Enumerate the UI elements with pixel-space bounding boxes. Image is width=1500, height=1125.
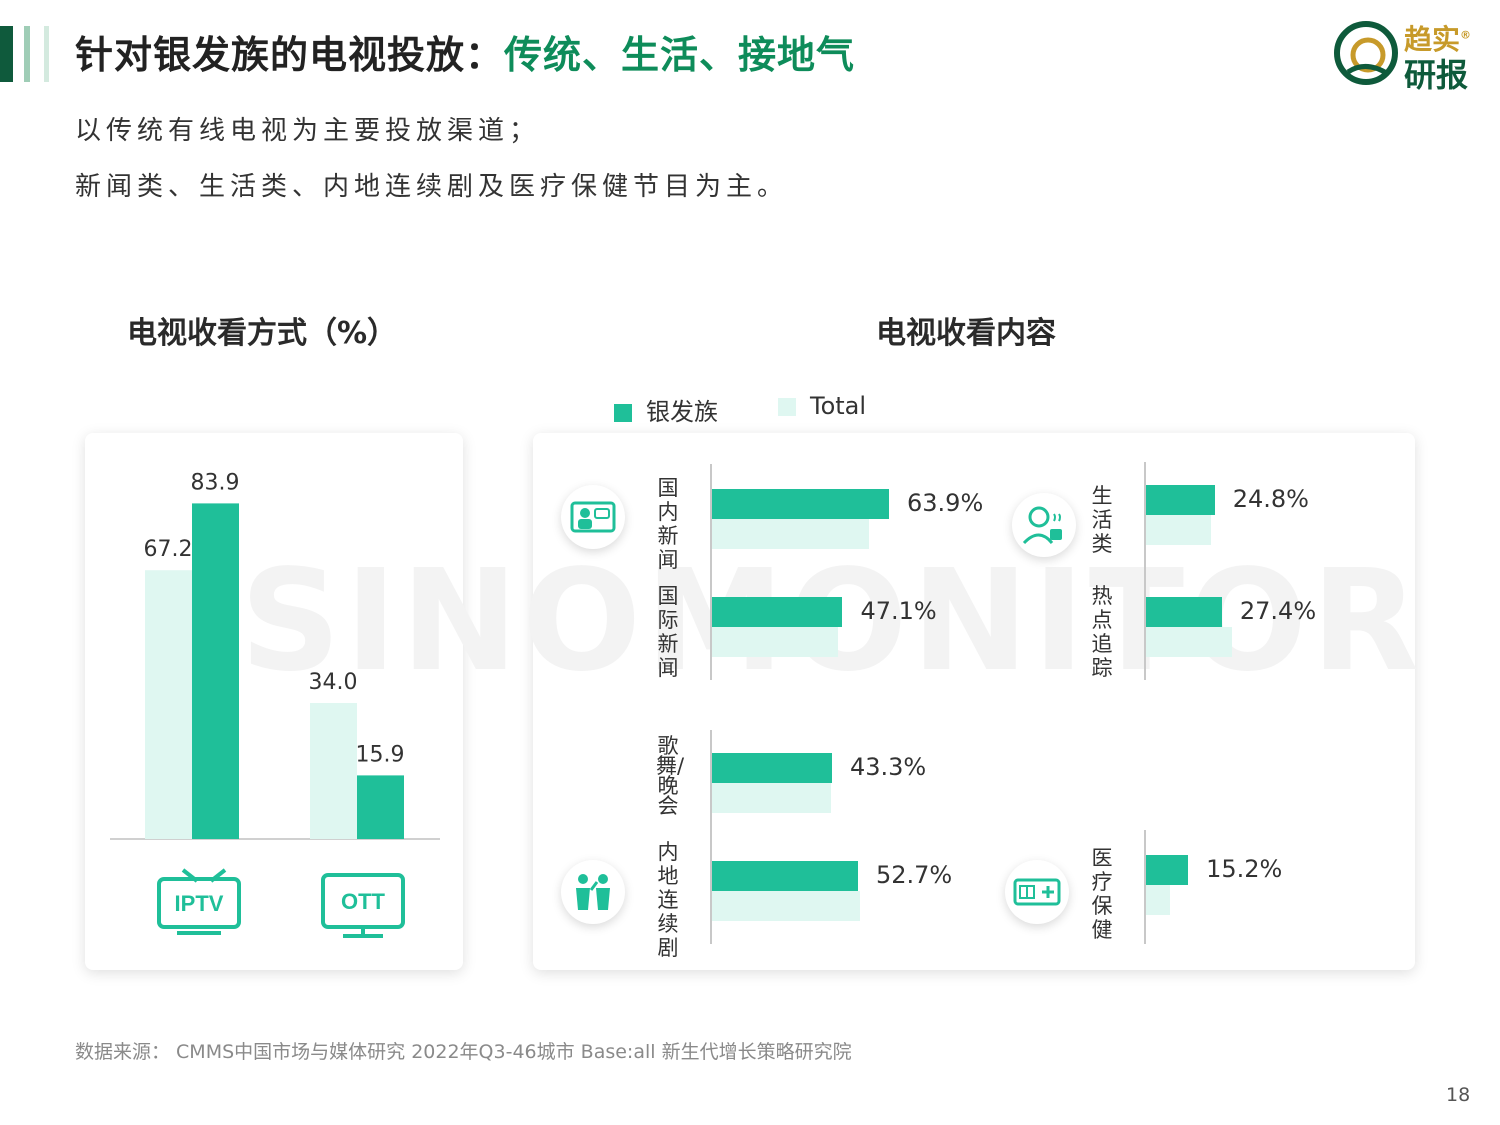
legend-swatch-silver	[614, 404, 632, 422]
axis-line	[1144, 830, 1146, 944]
value-label: 47.1%	[860, 597, 937, 625]
title-accent-bar	[44, 26, 49, 82]
viewing-method-chart: 67.2 83.9 34.0 15.9 IPTV OTT	[110, 470, 440, 938]
left-chart-title: 电视收看方式（%）	[127, 316, 398, 351]
performers-icon	[576, 874, 610, 910]
performers-icon-wrap	[561, 860, 625, 924]
bar-silver	[192, 503, 239, 839]
category-label-intl-news: 国际新闻	[657, 584, 679, 680]
value-label: 63.9%	[907, 489, 984, 517]
legend-swatch-total	[778, 398, 796, 416]
bar-total	[1146, 515, 1212, 545]
value-label: 15.2%	[1206, 855, 1283, 883]
bar-silver	[712, 489, 889, 519]
category-label-domestic-news: 国内新闻	[657, 476, 679, 572]
title-accent-bar	[24, 26, 30, 82]
logo-text-bottom: 研报	[1404, 56, 1469, 94]
value-label: 43.3%	[849, 753, 927, 781]
value-label: 34.0	[309, 670, 358, 695]
monitor-icon	[321, 873, 405, 938]
subtitle-line-1: 以传统有线电视为主要投放渠道；	[75, 116, 541, 146]
category-label-hot-topics: 热点追踪	[1091, 584, 1113, 680]
bar-total	[712, 891, 861, 921]
health-card-icon-wrap	[1005, 860, 1069, 924]
bar-silver	[1146, 597, 1222, 627]
category-label-drama: 内地连续剧	[657, 840, 679, 960]
page-title-main: 针对银发族的电视投放：	[75, 33, 505, 77]
bar-silver	[1146, 855, 1189, 885]
bar-total	[712, 627, 839, 657]
value-label: 67.2	[144, 537, 193, 562]
bar-total	[1146, 885, 1170, 915]
page-title-highlight: 传统、生活、接地气	[504, 33, 856, 77]
person-coffee-icon-wrap	[1012, 493, 1076, 557]
news-anchor-icon	[570, 501, 616, 533]
value-label: 24.8%	[1232, 485, 1309, 513]
brand-logo-icon	[1334, 21, 1398, 85]
bar-total	[310, 703, 357, 839]
value-label: 83.9	[191, 470, 240, 495]
tv-icon	[157, 868, 241, 935]
bar-total	[712, 783, 831, 813]
category-label-life: 生活类	[1091, 484, 1113, 556]
bar-total	[145, 570, 192, 839]
page-number: 18	[1446, 1084, 1471, 1106]
category-label-health: 医疗保健	[1091, 846, 1113, 942]
bar-total	[712, 519, 869, 549]
value-label: 52.7%	[875, 861, 953, 889]
legend-item-silver: 银发族	[614, 392, 718, 427]
bar-total	[1146, 627, 1233, 657]
person-coffee-icon	[1022, 506, 1062, 545]
subtitle-line-2: 新闻类、生活类、内地连续剧及医疗保健节目为主。	[75, 172, 789, 202]
health-card-icon	[1013, 878, 1061, 906]
legend-item-total: Total	[778, 392, 866, 420]
right-chart-card	[533, 433, 1415, 970]
bar-silver	[712, 861, 858, 891]
bar-silver	[712, 597, 843, 627]
news-anchor-icon-wrap	[561, 485, 625, 549]
category-label: OTT	[341, 889, 386, 914]
category-label: IPTV	[175, 891, 224, 916]
logo-text-top: 趋实®	[1404, 23, 1472, 56]
value-label: 15.9	[356, 742, 405, 767]
axis-line	[710, 730, 712, 944]
title-accent-bar	[0, 26, 13, 82]
bar-silver	[357, 775, 404, 839]
axis-line	[1144, 462, 1146, 680]
page-title: 针对银发族的电视投放：传统、生活、接地气	[75, 24, 855, 79]
category-label-variety: 歌舞/晚会	[656, 734, 685, 818]
bar-silver	[1146, 485, 1215, 515]
value-label: 27.4%	[1239, 597, 1317, 625]
right-chart-title: 电视收看内容	[876, 316, 1056, 351]
bar-silver	[712, 753, 832, 783]
axis-line	[710, 464, 712, 680]
data-source: 数据来源： CMMS中国市场与媒体研究 2022年Q3-46城市 Base:al…	[75, 1041, 852, 1063]
